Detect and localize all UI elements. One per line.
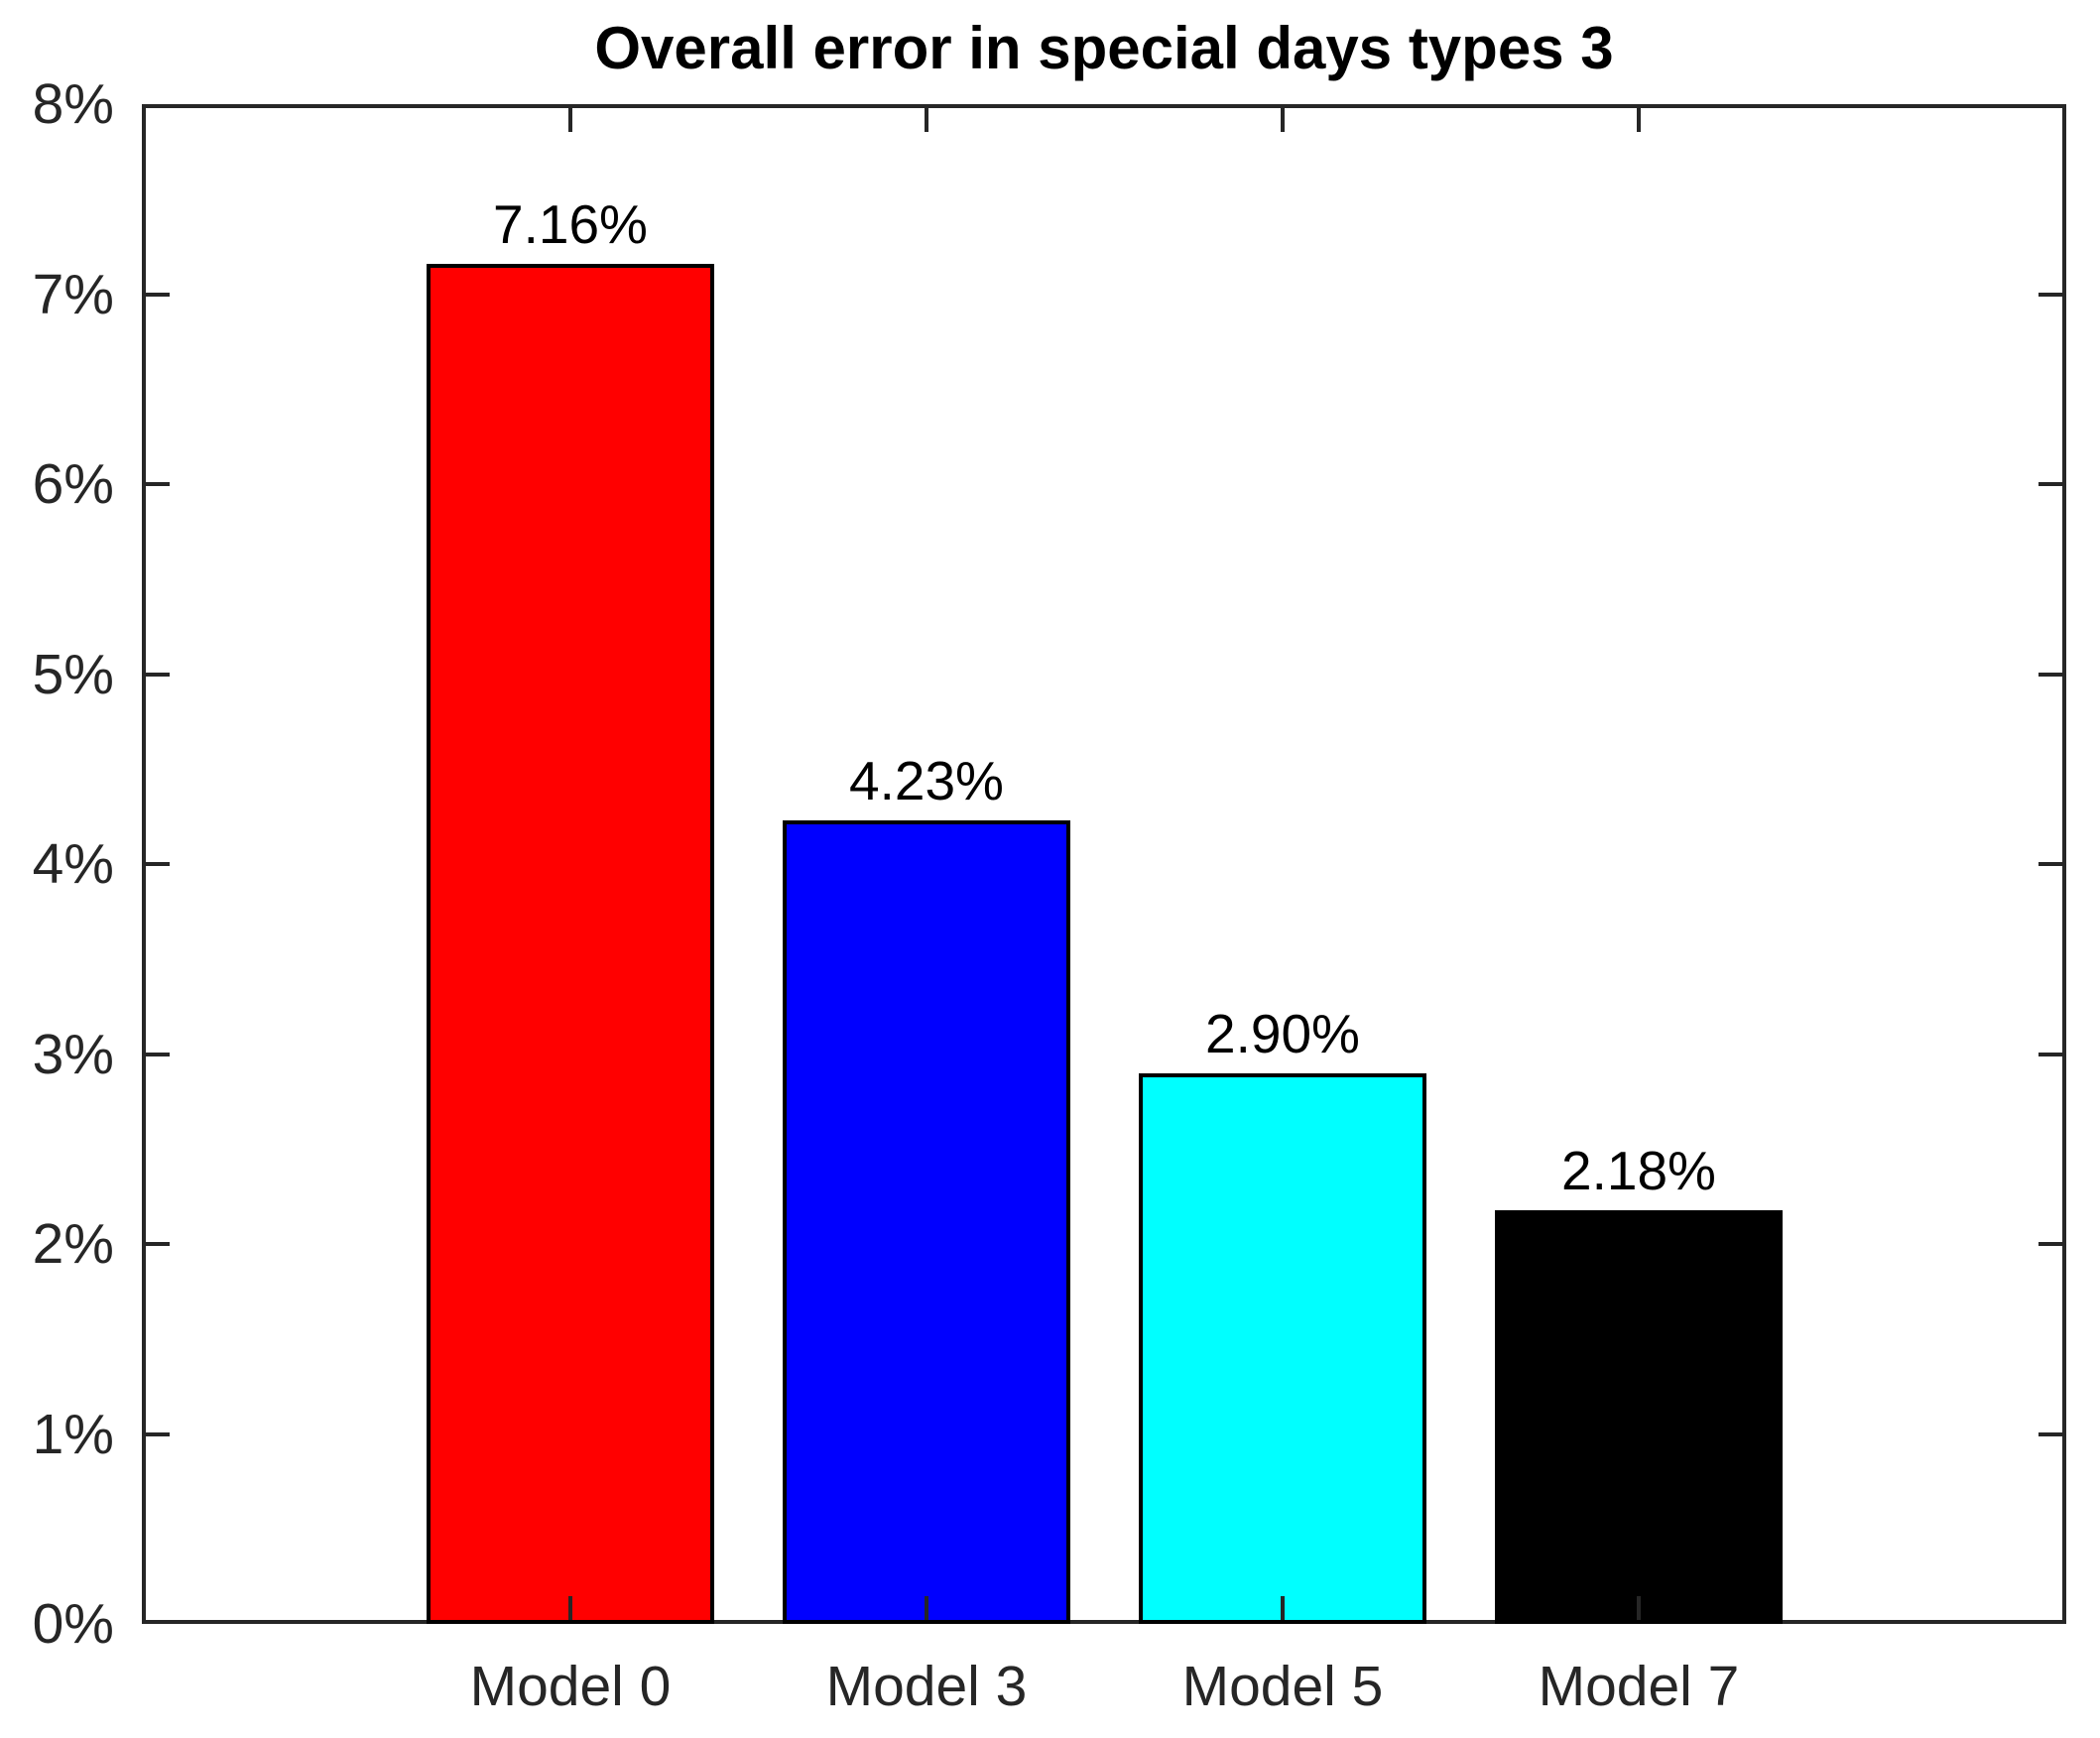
y-tick-label-8pct: 8% — [32, 72, 114, 136]
bar-model-3 — [783, 819, 1070, 1624]
bar-model-0 — [427, 263, 714, 1624]
y-tick-label-4pct: 4% — [32, 832, 114, 896]
y-tick-label-3pct: 3% — [32, 1022, 114, 1086]
y-tick-right — [2038, 862, 2062, 866]
y-tick-left — [146, 1242, 170, 1246]
x-tick-top — [925, 108, 928, 132]
x-tick-top — [568, 108, 572, 132]
bar-value-label-model-7: 2.18% — [1561, 1139, 1716, 1201]
y-tick-left — [146, 292, 170, 297]
y-tick-right — [2038, 1242, 2062, 1246]
y-tick-left — [146, 482, 170, 486]
bar-value-label-model-0: 7.16% — [493, 192, 648, 255]
y-tick-label-5pct: 5% — [32, 642, 114, 706]
y-tick-right — [2038, 482, 2062, 486]
x-tick-bottom — [1637, 1596, 1641, 1620]
x-tick-label-model-7: Model 7 — [1538, 1655, 1740, 1718]
bar-value-label-model-5: 2.90% — [1205, 1002, 1360, 1064]
y-tick-right — [2038, 672, 2062, 677]
x-tick-bottom — [568, 1596, 572, 1620]
y-tick-left — [146, 1431, 170, 1436]
x-tick-bottom — [925, 1596, 928, 1620]
y-tick-right — [2038, 1052, 2062, 1056]
y-tick-left — [146, 862, 170, 866]
x-tick-bottom — [1281, 1596, 1285, 1620]
y-tick-label-7pct: 7% — [32, 262, 114, 326]
y-tick-left — [146, 672, 170, 677]
x-tick-top — [1281, 108, 1285, 132]
bar-model-7 — [1495, 1209, 1783, 1624]
chart-title: Overall error in special days types 3 — [594, 15, 1614, 81]
bar-value-label-model-3: 4.23% — [849, 749, 1004, 811]
y-tick-right — [2038, 1431, 2062, 1436]
bar-model-5 — [1139, 1072, 1426, 1624]
y-tick-label-0pct: 0% — [32, 1592, 114, 1656]
y-tick-label-1pct: 1% — [32, 1402, 114, 1466]
y-tick-label-2pct: 2% — [32, 1212, 114, 1276]
x-tick-label-model-5: Model 5 — [1181, 1655, 1384, 1718]
x-tick-label-model-0: Model 0 — [469, 1655, 672, 1718]
x-tick-top — [1637, 108, 1641, 132]
x-tick-label-model-3: Model 3 — [825, 1655, 1028, 1718]
y-tick-left — [146, 1052, 170, 1056]
y-tick-label-6pct: 6% — [32, 452, 114, 516]
y-tick-right — [2038, 292, 2062, 297]
